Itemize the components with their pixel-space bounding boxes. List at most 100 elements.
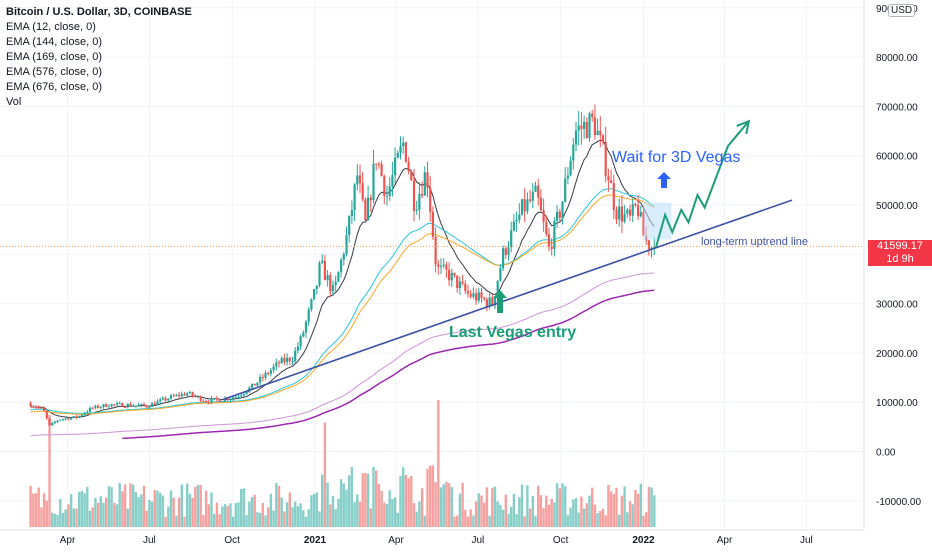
candle-body (167, 398, 170, 401)
trendline-annotation[interactable]: long-term uptrend line (701, 236, 808, 248)
volume-bar (99, 496, 102, 527)
candle-body (140, 404, 143, 406)
candle-body (115, 403, 119, 405)
volume-bar (493, 486, 497, 527)
candle-body (242, 393, 245, 396)
forecast-path[interactable] (655, 120, 750, 248)
volume-bar (566, 515, 570, 527)
indicator-ema576[interactable]: EMA (576, close, 0) (6, 66, 102, 78)
volume-bar (329, 504, 332, 527)
volume-bar (64, 509, 67, 527)
volume-bar (518, 497, 521, 527)
volume-bar (240, 488, 243, 527)
candle-body (183, 393, 186, 396)
volume-bar (645, 512, 648, 527)
volume-bar (375, 470, 378, 527)
volume-bar (172, 497, 175, 527)
candle-body (75, 416, 78, 418)
volume-bar (391, 499, 394, 527)
candle-body (61, 419, 65, 421)
candle-body (164, 398, 167, 401)
candle-body (391, 175, 394, 187)
volume-bar (626, 512, 629, 527)
volume-bar (466, 516, 470, 527)
volume-bar (474, 501, 478, 527)
candle-body (550, 247, 553, 249)
volume-bar (515, 514, 518, 527)
entry-annotation[interactable]: Last Vegas entry (449, 324, 576, 341)
candle-body (421, 194, 424, 196)
candle-body (318, 262, 321, 286)
candle-body (426, 172, 429, 188)
volume-bar (388, 490, 391, 527)
volume-bar (480, 495, 483, 527)
volume-bar (561, 483, 564, 527)
volume-bar (596, 513, 599, 527)
indicator-volume[interactable]: Vol (6, 96, 22, 108)
indicator-ema169[interactable]: EMA (169, close, 0) (6, 51, 102, 63)
volume-bar (218, 514, 221, 527)
volume-bar (321, 474, 324, 527)
candle-body (410, 171, 413, 181)
price-axis-label: 10000.00 (876, 398, 918, 409)
candle-body (161, 398, 164, 400)
price-axis-label: 50000.00 (876, 201, 918, 212)
candle-body (78, 415, 81, 418)
time-axis-label: Oct (553, 535, 569, 546)
candle-body (631, 203, 634, 216)
volume-bar (580, 496, 583, 527)
volume-bar (296, 506, 300, 527)
candle-body (180, 393, 183, 397)
volume-bar (96, 502, 100, 527)
candle-body (191, 392, 194, 396)
volume-bar (56, 514, 59, 527)
candle-body (315, 285, 318, 290)
time-axis-label: Oct (224, 535, 240, 546)
candle-body (121, 403, 124, 408)
wait-annotation[interactable]: Wait for 3D Vegas (612, 149, 740, 166)
volume-bar (315, 492, 318, 527)
candle-body (485, 299, 488, 307)
indicator-ema144[interactable]: EMA (144, close, 0) (6, 36, 102, 48)
candle-body (545, 221, 548, 235)
time-axis-label: 2021 (304, 535, 327, 546)
volume-bar (32, 493, 35, 527)
moving-averages (30, 139, 655, 440)
volume-bar (264, 515, 267, 527)
indicator-ema676[interactable]: EMA (676, close, 0) (6, 81, 102, 93)
volume-bar (569, 507, 572, 527)
candle-body (277, 362, 281, 364)
candle-body (461, 281, 464, 284)
volume-bar (285, 502, 289, 527)
price-axis-label: 0.00 (876, 448, 896, 459)
volume-bar (442, 484, 445, 527)
uptrend-line[interactable] (222, 199, 793, 401)
currency-button[interactable]: USD (888, 4, 916, 17)
candle-body (623, 213, 626, 222)
volume-bar (577, 512, 580, 527)
candle-body (59, 419, 62, 421)
volume-bar (356, 494, 359, 527)
candle-body (483, 298, 486, 300)
candle-body (385, 195, 389, 197)
volume-bar (542, 508, 545, 527)
time-axis-label: Jul (143, 535, 156, 546)
volume-bar (601, 508, 605, 527)
symbol-title[interactable]: Bitcoin / U.S. Dollar, 3D, COINBASE (6, 6, 192, 18)
candle-body (437, 264, 440, 267)
volume-bar (269, 493, 273, 527)
candle-body (169, 395, 173, 399)
volume-bar (393, 497, 397, 527)
volume-bar (180, 484, 183, 527)
candle-body (612, 183, 615, 210)
candle-body (207, 401, 210, 403)
arrow-up-icon (657, 172, 671, 188)
candle-body (310, 299, 313, 310)
candle-body (215, 397, 218, 400)
candle-body (350, 210, 353, 216)
candle-body (202, 400, 205, 402)
volume-bar (234, 503, 237, 527)
indicator-ema12[interactable]: EMA (12, close, 0) (6, 21, 96, 33)
